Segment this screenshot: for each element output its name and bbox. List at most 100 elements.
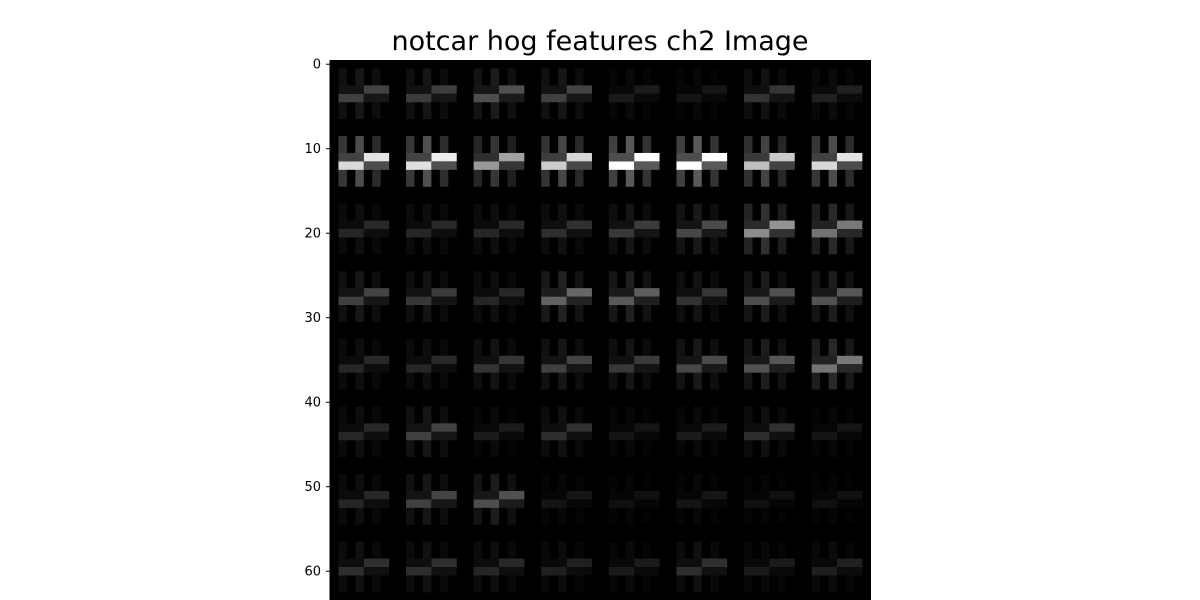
hog-cell — [701, 423, 728, 432]
hog-cell — [634, 288, 660, 297]
hog-cell — [676, 93, 702, 103]
hog-cell — [499, 499, 525, 508]
hog-cell — [701, 499, 728, 508]
hog-cell — [701, 220, 728, 229]
hog-cell — [499, 229, 525, 238]
hog-cell — [634, 296, 660, 306]
hog-cell — [499, 567, 525, 576]
hog-cell — [608, 220, 635, 229]
hog-cell — [363, 229, 390, 238]
hog-cell — [676, 490, 702, 500]
hog-cell — [363, 423, 390, 432]
hog-cell — [744, 296, 770, 306]
hog-cell — [769, 288, 795, 297]
hog-cell — [837, 161, 863, 170]
hog-cell — [608, 355, 635, 365]
hog-cell — [676, 161, 702, 170]
hog-cell — [499, 355, 525, 365]
hog-cell — [541, 85, 567, 94]
hog-cell — [566, 355, 592, 365]
hog-cell — [473, 152, 499, 162]
hog-cell — [811, 364, 837, 373]
hog-cell — [676, 229, 702, 238]
hog-cell — [634, 161, 660, 170]
hog-cell — [431, 558, 457, 567]
hog-cell — [608, 364, 635, 373]
hog-cell — [541, 567, 567, 576]
hog-cell — [473, 490, 499, 500]
hog-cell — [541, 490, 567, 500]
hog-cell — [811, 499, 837, 508]
hog-cell — [473, 558, 499, 567]
hog-cell — [541, 220, 567, 229]
y-tick-label: 30 — [304, 311, 321, 326]
hog-cell — [676, 288, 702, 297]
hog-cell — [541, 558, 567, 567]
hog-cell — [608, 567, 635, 576]
hog-cell — [473, 296, 499, 306]
hog-cell — [499, 364, 525, 373]
hog-cell — [608, 288, 635, 297]
hog-cell — [338, 229, 364, 238]
hog-cell — [473, 431, 499, 441]
hog-cell — [363, 355, 390, 365]
hog-cell — [406, 296, 432, 306]
hog-cell — [499, 220, 525, 229]
hog-cell — [676, 220, 702, 229]
y-tick-label: 50 — [304, 480, 321, 495]
hog-cell — [837, 85, 863, 94]
hog-cell — [406, 431, 432, 441]
hog-cell — [701, 364, 728, 373]
hog-cell — [566, 85, 592, 94]
hog-cell — [811, 229, 837, 238]
hog-cell — [406, 499, 432, 508]
hog-cell — [541, 161, 567, 170]
hog-cell — [701, 558, 728, 567]
hog-cell — [701, 85, 728, 94]
hog-cell — [608, 152, 635, 162]
hog-cell — [566, 567, 592, 576]
hog-cell — [431, 355, 457, 365]
hog-cell — [566, 229, 592, 238]
hog-cell — [566, 93, 592, 103]
hog-cell — [363, 364, 390, 373]
hog-cell — [541, 423, 567, 432]
hog-cell — [701, 490, 728, 500]
hog-cell — [769, 85, 795, 94]
hog-cell — [363, 93, 390, 103]
hog-cell — [676, 364, 702, 373]
hog-cell — [541, 229, 567, 238]
hog-cell — [338, 431, 364, 441]
hog-cell — [473, 161, 499, 170]
hog-cell — [431, 220, 457, 229]
hog-cell — [701, 229, 728, 238]
hog-cell — [837, 288, 863, 297]
hog-cell — [701, 355, 728, 365]
hog-cell — [744, 558, 770, 567]
hog-cell — [499, 423, 525, 432]
hog-cell — [701, 567, 728, 576]
hog-cell — [406, 85, 432, 94]
hog-cell — [701, 288, 728, 297]
hog-cell — [769, 431, 795, 441]
hog-cell — [634, 423, 660, 432]
hog-cell — [769, 220, 795, 229]
hog-cell — [338, 296, 364, 306]
hog-cell — [566, 364, 592, 373]
hog-cell — [744, 85, 770, 94]
hog-cell — [744, 220, 770, 229]
hog-cell — [431, 161, 457, 170]
y-axis: 0 10 20 30 40 50 60 — [304, 58, 331, 600]
hog-cell — [406, 490, 432, 500]
hog-cell — [676, 423, 702, 432]
hog-cell — [406, 355, 432, 365]
hog-cell — [837, 152, 863, 162]
hog-cell — [811, 93, 837, 103]
hog-cell — [744, 431, 770, 441]
hog-cell — [473, 229, 499, 238]
hog-cell — [811, 490, 837, 500]
hog-cell — [769, 161, 795, 170]
hog-cell — [701, 152, 728, 162]
hog-cell — [499, 93, 525, 103]
